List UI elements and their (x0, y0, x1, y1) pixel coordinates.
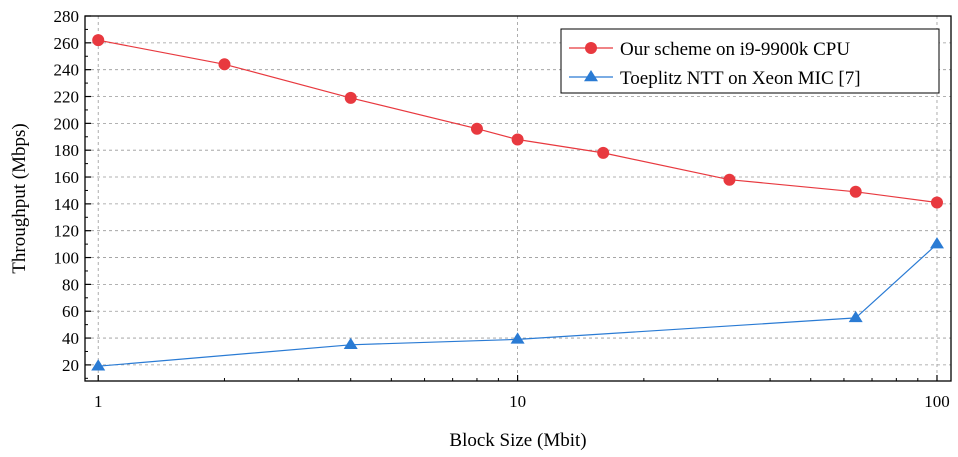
y-tick-label: 40 (62, 329, 79, 348)
y-tick-label: 80 (62, 275, 79, 294)
y-tick-label: 60 (62, 302, 79, 321)
data-point-circle (92, 34, 105, 47)
y-tick-label: 20 (62, 356, 79, 375)
data-point-circle (597, 146, 610, 159)
legend: Our scheme on i9-9900k CPU Toeplitz NTT o… (560, 28, 940, 94)
data-point-triangle (343, 337, 358, 349)
x-tick-label: 100 (924, 392, 950, 411)
y-tick-label: 120 (54, 222, 80, 241)
y-tick-label: 200 (54, 114, 80, 133)
series-layer (91, 34, 944, 371)
data-point-circle (470, 122, 483, 135)
data-point-triangle (929, 237, 944, 249)
x-tick-label: 10 (509, 392, 526, 411)
y-tick-label: 140 (54, 195, 80, 214)
legend-label: Our scheme on i9-9900k CPU (620, 39, 850, 60)
y-tick-label: 100 (54, 249, 80, 268)
data-point-triangle (91, 359, 106, 371)
series-1 (92, 34, 943, 209)
y-tick-label: 180 (54, 141, 80, 160)
data-point-circle (344, 91, 357, 104)
data-point-circle (930, 196, 943, 209)
y-tick-label: 240 (54, 61, 80, 80)
y-tick-label: 260 (54, 34, 80, 53)
data-point-circle (849, 185, 862, 198)
data-point-triangle (848, 310, 863, 323)
data-point-circle (218, 58, 231, 71)
x-tick-label: 1 (94, 392, 103, 411)
data-point-circle (723, 173, 736, 186)
data-point-triangle (510, 332, 525, 344)
y-tick-label: 280 (54, 7, 80, 26)
y-tick-label: 220 (54, 88, 80, 107)
data-point-circle (585, 42, 597, 54)
legend-box (560, 28, 940, 94)
x-axis-label: Block Size (Mbit) (449, 430, 586, 451)
data-point-circle (511, 133, 524, 146)
y-axis-label: Throughput (Mbps) (9, 123, 30, 273)
data-point-triangle (584, 70, 598, 82)
legend-label: Toeplitz NTT on Xeon MIC [7] (620, 68, 861, 89)
axes: 20 40 60 80 100 120 140 160 180 200 220 240 260 280 1 1… (54, 7, 950, 411)
y-tick-label: 160 (54, 168, 80, 187)
series-2 (91, 237, 944, 371)
